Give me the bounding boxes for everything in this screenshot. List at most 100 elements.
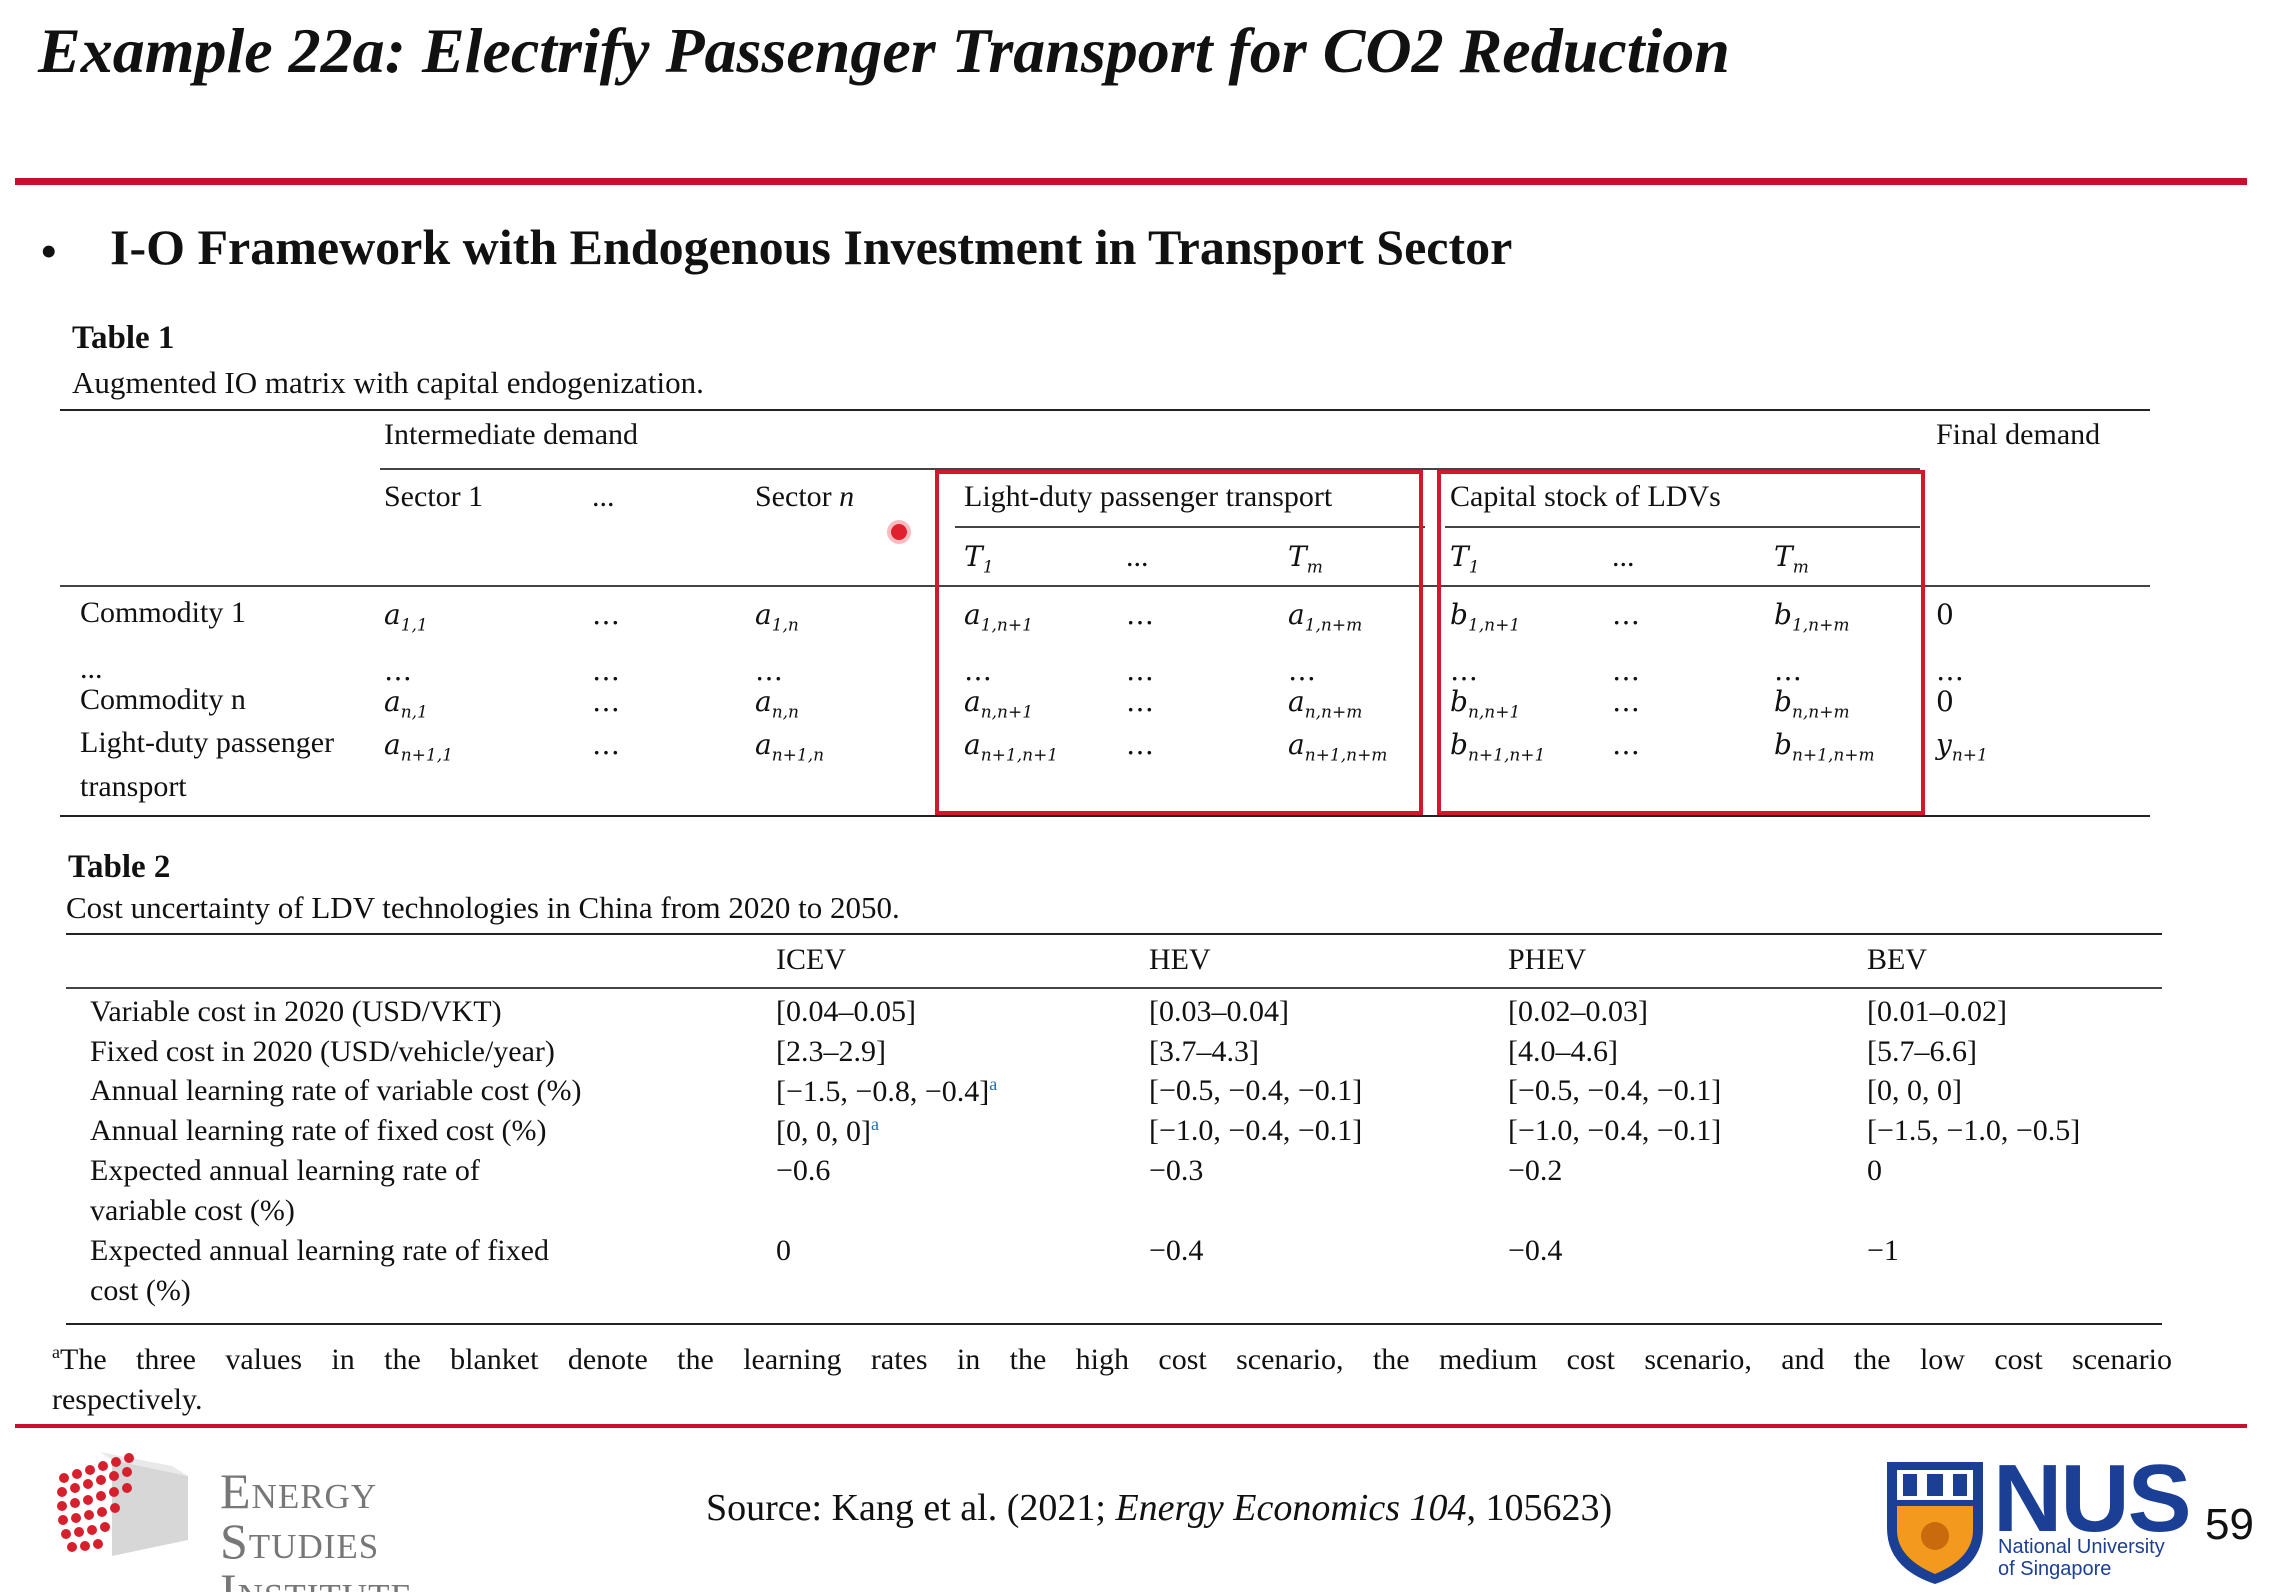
table1-row-label: ... <box>80 652 103 685</box>
table2-cell: [4.0–4.6] <box>1508 1035 1618 1068</box>
table1-cell: … <box>1126 654 1154 687</box>
table1-sub-dots-b: ... <box>1612 540 1635 573</box>
table1-cell: a1,1 <box>384 598 428 636</box>
table2-row-label-cont: variable cost (%) <box>90 1194 295 1227</box>
table1-col-ldpt: Light-duty passenger transport <box>964 480 1333 513</box>
table2-caption: Cost uncertainty of LDV technologies in … <box>66 890 900 925</box>
esi-logo-text: Energy Studies Institute <box>220 1463 412 1592</box>
table1-cell: bn+1,n+1 <box>1450 728 1546 766</box>
table2-footnote: aThe three values in the blanket denote … <box>52 1342 2172 1376</box>
table1-row-label: Commodity 1 <box>80 596 246 629</box>
table1-cell: … <box>1288 654 1316 687</box>
table2-cell: [3.7–4.3] <box>1149 1035 1259 1068</box>
table2-bottom-rule <box>66 1323 2162 1325</box>
table2-top-rule <box>66 933 2162 935</box>
table1-col-sector-n-prefix: Sector <box>755 480 832 513</box>
nus-crest-icon <box>1883 1458 1987 1586</box>
table2-row-label: Expected annual learning rate of <box>90 1154 480 1187</box>
table1-cell: … <box>1612 598 1640 631</box>
table1-cell: an,1 <box>384 685 428 723</box>
slide-title: Example 22a: Electrify Passenger Transpo… <box>38 15 1730 86</box>
table2-cell: −0.3 <box>1149 1154 1204 1187</box>
table1-col-sector-n-var: n <box>839 480 855 513</box>
table2-header-hev: HEV <box>1149 943 1211 976</box>
table1-bottom-rule <box>60 815 2150 817</box>
table1-cell: bn,n+m <box>1774 685 1850 723</box>
table1-sub-tm-a: Tm <box>1288 540 1323 578</box>
table1-group-final: Final demand <box>1936 418 2101 451</box>
table1-cell: … <box>1936 654 1964 687</box>
table1-group-intermediate: Intermediate demand <box>384 418 639 451</box>
table1-cell: an+1,n <box>755 728 825 766</box>
table2-cell: −0.2 <box>1508 1154 1563 1187</box>
table2-cell: [5.7–6.6] <box>1867 1035 1977 1068</box>
table1-cell: … <box>1612 728 1640 761</box>
page-number: 59 <box>2205 1500 2254 1549</box>
highlight-ldpt-box <box>935 470 1423 815</box>
table1-sub-tm-b: Tm <box>1774 540 1809 578</box>
table2-cell: [0.04–0.05] <box>776 995 916 1028</box>
table1-cell: … <box>592 598 620 631</box>
table1-cell: an+1,n+1 <box>964 728 1059 766</box>
table1-cell: … <box>1126 598 1154 631</box>
table1-sub-rule-1 <box>955 526 1425 528</box>
table2-header-rule <box>66 987 2162 989</box>
table2-cell: [−1.5, −0.8, −0.4]a <box>776 1074 998 1108</box>
table2-cell: [−0.5, −0.4, −0.1] <box>1149 1074 1363 1107</box>
table1-header-rule <box>60 585 2150 587</box>
table1-top-rule <box>60 409 2150 411</box>
table1-row-label: Light-duty passenger <box>80 726 335 759</box>
table2-row-label: Annual learning rate of variable cost (%… <box>90 1074 582 1107</box>
table1-cell: b1,n+m <box>1774 598 1850 636</box>
table2-header-phev: PHEV <box>1508 943 1587 976</box>
table2-cell: [0, 0, 0]a <box>776 1114 879 1148</box>
table2-cell: [0, 0, 0] <box>1867 1074 1962 1107</box>
table2-cell: −1 <box>1867 1234 1899 1267</box>
table2-row-label: Variable cost in 2020 (USD/VKT) <box>90 995 502 1028</box>
table1-sub-t1-b: T1 <box>1450 540 1480 578</box>
table1-cell: … <box>964 654 992 687</box>
table1-row-label-cont: transport <box>80 770 187 803</box>
table1-col-dots: ... <box>592 480 615 513</box>
table1-cell: b1,n+1 <box>1450 598 1521 636</box>
pointer-cursor <box>891 524 907 540</box>
table1-cell: … <box>592 654 620 687</box>
nus-logo-subtitle: National University of Singapore <box>1998 1536 2165 1580</box>
footer-rule <box>15 1424 2247 1428</box>
esi-logo-icon <box>52 1448 192 1558</box>
source-citation: Source: Kang et al. (2021; Energy Econom… <box>706 1487 1613 1529</box>
table2-row-label: Annual learning rate of fixed cost (%) <box>90 1114 547 1147</box>
table1-cell: … <box>592 685 620 718</box>
table1-cell: … <box>1612 685 1640 718</box>
table2-cell: [2.3–2.9] <box>776 1035 886 1068</box>
table1-cell: an,n+m <box>1288 685 1363 723</box>
table1-cell: a1,n <box>755 598 799 636</box>
table1-caption: Augmented IO matrix with capital endogen… <box>72 365 704 400</box>
table2-cell: 0 <box>1867 1154 1882 1187</box>
table1-cell: … <box>1126 685 1154 718</box>
table1-label: Table 1 <box>72 320 175 356</box>
table2-cell: −0.4 <box>1149 1234 1204 1267</box>
table2-row-label: Fixed cost in 2020 (USD/vehicle/year) <box>90 1035 555 1068</box>
table1-cell: bn+1,n+m <box>1774 728 1875 766</box>
table2-header-icev: ICEV <box>776 943 846 976</box>
table2-label: Table 2 <box>68 849 171 885</box>
table2-cell: −0.6 <box>776 1154 831 1187</box>
table1-cell: … <box>755 654 783 687</box>
table2-cell: [−1.5, −1.0, −0.5] <box>1867 1114 2081 1147</box>
bullet-symbol: • <box>40 223 58 279</box>
highlight-capital-box <box>1437 470 1925 815</box>
table1-cell: an+1,1 <box>384 728 453 766</box>
table1-cell: bn,n+1 <box>1450 685 1521 723</box>
nus-logo-text: NUS <box>1993 1445 2192 1552</box>
bullet-heading: I-O Framework with Endogenous Investment… <box>110 219 1513 275</box>
table1-cell: … <box>1774 654 1802 687</box>
table1-cell: a1,n+m <box>1288 598 1363 636</box>
table1-cell: an+1,n+m <box>1288 728 1388 766</box>
table2-cell: −0.4 <box>1508 1234 1563 1267</box>
table2-row-label: Expected annual learning rate of fixed <box>90 1234 549 1267</box>
table1-cell: 0 <box>1936 598 1954 631</box>
table1-cell: … <box>1126 728 1154 761</box>
table1-col-sector-n: Sector n <box>755 480 854 514</box>
table1-cell: a1,n+1 <box>964 598 1033 636</box>
